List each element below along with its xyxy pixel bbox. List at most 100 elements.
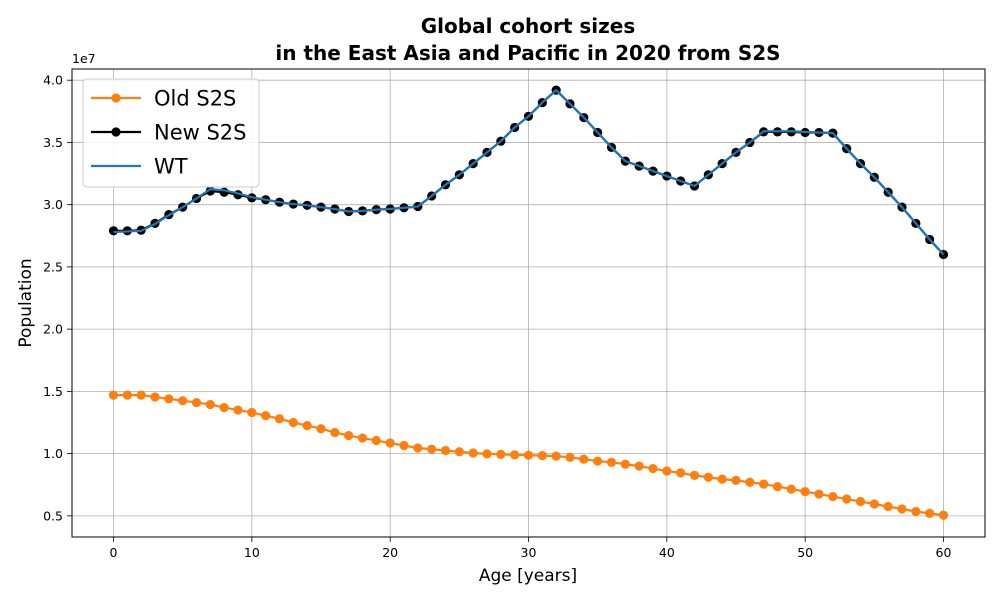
data-point-old-s2s	[191, 397, 202, 408]
series-line-wt	[113, 89, 945, 256]
data-point-old-s2s	[330, 427, 340, 438]
legend-entries: Old S2S New S2S WT	[91, 87, 247, 179]
data-point-old-s2s	[288, 417, 298, 428]
data-point-old-s2s	[357, 433, 368, 443]
data-point-old-s2s	[302, 421, 312, 431]
data-point-old-s2s	[510, 450, 520, 460]
data-point-old-s2s	[233, 405, 243, 415]
data-point-old-s2s	[523, 450, 534, 460]
legend-entry-wt: WT	[91, 155, 188, 179]
y-tick-label: 2.5	[43, 259, 63, 274]
data-point-old-s2s	[205, 399, 215, 410]
x-tick-label: 30	[521, 545, 537, 560]
x-tick-label: 0	[110, 545, 118, 560]
data-point-old-s2s	[606, 457, 617, 467]
legend-swatch-marker	[111, 127, 121, 137]
data-point-old-s2s	[689, 470, 700, 480]
legend-label: WT	[154, 155, 188, 179]
legend-entry-old-s2s: Old S2S	[91, 87, 236, 111]
data-point-old-s2s	[786, 484, 796, 494]
data-point-old-s2s	[579, 454, 589, 464]
chart-title-line-1: Global cohort sizes	[421, 14, 635, 38]
data-point-old-s2s	[883, 501, 893, 512]
data-point-old-s2s	[828, 491, 838, 502]
data-point-old-s2s	[565, 452, 575, 462]
ticks: 0 10 20 30 40 50 60 0.5 1.0 1.5 2.0 2.5 3.0 3.5 4.0	[43, 73, 951, 560]
chart-title-line-2: in the East Asia and Pacific in 2020 fro…	[275, 41, 780, 65]
data-point-old-s2s	[454, 447, 464, 457]
grid	[72, 69, 985, 537]
data-point-old-s2s	[482, 449, 492, 459]
data-point-old-s2s	[385, 438, 395, 448]
data-point-old-s2s	[842, 494, 852, 504]
y-tick-label: 3.5	[43, 135, 63, 150]
data-point-old-s2s	[620, 459, 630, 469]
data-point-old-s2s	[911, 506, 921, 517]
data-point-old-s2s	[869, 499, 879, 509]
data-point-old-s2s	[468, 448, 478, 458]
data-point-old-s2s	[164, 394, 174, 404]
data-point-old-s2s	[925, 508, 935, 518]
x-axis-label: Age [years]	[479, 566, 577, 586]
data-point-old-s2s	[938, 510, 949, 520]
data-point-old-s2s	[150, 392, 160, 402]
data-point-old-s2s	[496, 449, 506, 459]
data-point-old-s2s	[178, 396, 188, 406]
legend-entry-new-s2s: New S2S	[91, 121, 247, 145]
y-tick-label: 4.0	[43, 73, 63, 88]
data-point-old-s2s	[662, 466, 672, 476]
data-point-old-s2s	[648, 463, 658, 474]
series-layer	[108, 85, 949, 520]
y-tick-label: 3.0	[43, 197, 63, 212]
data-point-old-s2s	[731, 475, 741, 485]
data-point-old-s2s	[247, 407, 257, 418]
data-point-old-s2s	[440, 445, 451, 456]
data-point-old-s2s	[897, 504, 907, 514]
data-point-old-s2s	[219, 402, 229, 413]
x-tick-label: 10	[244, 545, 260, 560]
data-point-old-s2s	[759, 479, 769, 489]
data-point-old-s2s	[427, 444, 437, 454]
y-tick-label: 2.0	[43, 322, 63, 337]
data-point-old-s2s	[676, 468, 686, 478]
legend-box	[82, 78, 260, 188]
legend-label: New S2S	[154, 121, 247, 145]
data-point-old-s2s	[745, 477, 755, 487]
y-tick-label: 0.5	[43, 508, 63, 523]
x-tick-label: 40	[659, 545, 675, 560]
legend: Old S2S New S2S WT	[82, 78, 260, 188]
x-tick-label: 60	[936, 545, 952, 560]
series-wt	[113, 89, 945, 256]
series-old-s2s	[108, 390, 949, 520]
data-point-old-s2s	[274, 414, 285, 424]
data-point-old-s2s	[634, 461, 644, 471]
data-point-old-s2s	[399, 440, 409, 451]
data-point-old-s2s	[717, 474, 727, 484]
data-point-old-s2s	[316, 424, 326, 434]
data-point-old-s2s	[537, 450, 547, 461]
data-point-old-s2s	[593, 456, 603, 466]
y-tick-label: 1.5	[43, 384, 63, 399]
y-tick-label: 1.0	[43, 446, 63, 461]
data-point-old-s2s	[814, 489, 824, 499]
data-point-old-s2s	[855, 496, 866, 507]
data-point-old-s2s	[413, 443, 423, 453]
data-point-old-s2s	[800, 486, 810, 497]
legend-label: Old S2S	[154, 87, 236, 111]
data-point-old-s2s	[261, 411, 271, 421]
data-point-old-s2s	[551, 451, 561, 461]
data-point-old-s2s	[122, 390, 132, 400]
data-point-old-s2s	[371, 435, 381, 446]
legend-swatch-marker	[111, 93, 121, 103]
data-point-old-s2s	[344, 430, 354, 441]
data-point-new-s2s	[108, 226, 119, 236]
y-offset-text: 1e7	[72, 51, 96, 66]
x-tick-label: 20	[382, 545, 398, 560]
data-point-old-s2s	[108, 390, 119, 400]
x-tick-label: 50	[797, 545, 813, 560]
data-point-old-s2s	[772, 481, 783, 492]
data-point-old-s2s	[136, 390, 146, 400]
y-axis-label: Population	[16, 258, 36, 347]
data-point-old-s2s	[703, 472, 713, 482]
